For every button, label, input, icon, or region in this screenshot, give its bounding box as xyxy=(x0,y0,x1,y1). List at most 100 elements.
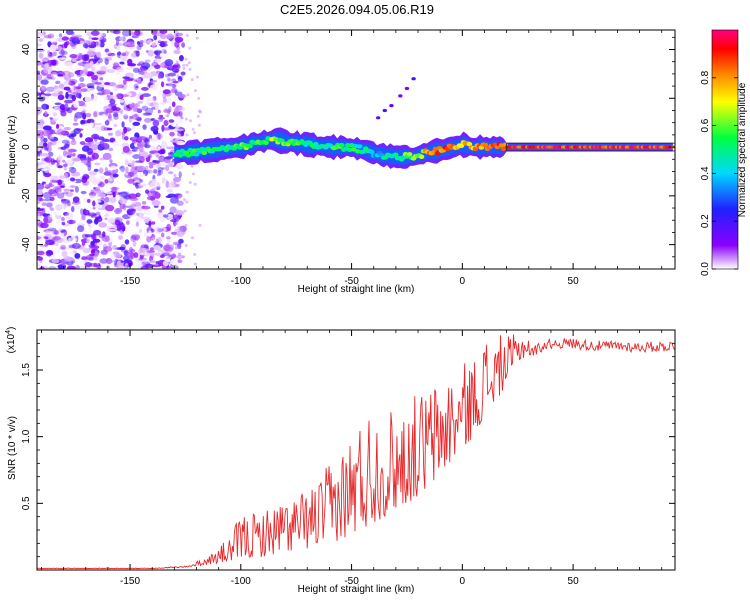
noise-speck xyxy=(48,188,55,195)
noise-speck xyxy=(148,230,152,237)
noise-speck xyxy=(80,256,88,261)
noise-speck xyxy=(61,250,68,258)
noise-speck xyxy=(65,30,74,35)
noise-speck xyxy=(180,116,184,120)
noise-speck xyxy=(104,81,111,86)
noise-speck xyxy=(174,246,178,250)
noise-speck xyxy=(149,181,158,189)
noise-speck xyxy=(136,41,141,45)
noise-speck xyxy=(91,249,96,254)
noise-speck xyxy=(141,248,148,252)
noise-speck xyxy=(185,133,189,137)
noise-speck xyxy=(63,203,68,207)
noise-speck xyxy=(128,171,135,177)
noise-speck xyxy=(53,45,63,51)
noise-speck xyxy=(47,214,53,221)
noise-speck xyxy=(100,141,106,148)
noise-speck xyxy=(44,111,48,116)
noise-speck xyxy=(165,195,173,199)
noise-speck xyxy=(154,191,161,199)
noise-speck xyxy=(182,67,186,71)
noise-speck xyxy=(40,94,45,98)
noise-speck xyxy=(114,219,121,226)
noise-speck xyxy=(84,261,93,268)
noise-speck xyxy=(170,87,178,94)
noise-speck xyxy=(103,126,110,131)
frequency-ridge xyxy=(171,127,675,169)
noise-speck xyxy=(129,103,139,109)
ridge-core xyxy=(482,142,489,147)
noise-speck xyxy=(175,118,183,125)
noise-speck xyxy=(131,114,140,120)
noise-speck xyxy=(109,30,119,34)
noise-speck xyxy=(42,125,52,131)
noise-speck xyxy=(87,44,97,49)
noise-speck xyxy=(43,229,53,233)
noise-speck xyxy=(101,89,111,95)
noise-speck xyxy=(178,194,182,199)
noise-speck xyxy=(124,171,133,179)
noise-speck xyxy=(69,189,74,192)
noise-speck xyxy=(113,30,121,35)
noise-speck xyxy=(143,112,153,116)
snr-x-tick-label: -50 xyxy=(344,576,359,587)
noise-speck xyxy=(47,227,57,231)
noise-speck xyxy=(165,236,171,240)
noise-speck xyxy=(82,66,88,72)
noise-speck xyxy=(53,247,59,254)
noise-speck xyxy=(37,129,44,136)
snr-panel: -150 -100 -50 0 50 0.5 1.0 1.5 Height of strai… xyxy=(5,327,676,595)
noise-speck xyxy=(66,265,76,269)
noise-speck xyxy=(180,75,184,79)
noise-speck xyxy=(144,144,151,149)
noise-speck xyxy=(124,136,129,141)
snr-scale-suffix: ) xyxy=(6,327,17,330)
noise-speck xyxy=(151,264,161,268)
noise-speck xyxy=(148,140,158,146)
noise-speck xyxy=(37,250,45,256)
noise-speck xyxy=(120,165,126,173)
noise-speck xyxy=(125,166,129,173)
harmonic-point xyxy=(398,94,403,98)
noise-speck xyxy=(42,198,52,202)
noise-speck xyxy=(164,73,170,78)
noise-speck xyxy=(157,146,161,151)
noise-speck xyxy=(122,109,129,116)
noise-speck xyxy=(60,48,65,56)
noise-speck xyxy=(63,188,71,192)
noise-speck xyxy=(79,76,85,83)
noise-speck xyxy=(146,249,155,253)
noise-speck xyxy=(136,79,142,85)
noise-speck xyxy=(56,73,64,77)
noise-speck xyxy=(132,154,141,159)
noise-speck xyxy=(112,173,119,178)
noise-speck xyxy=(140,265,149,269)
noise-speck xyxy=(78,221,85,225)
noise-speck xyxy=(37,43,43,47)
noise-speck xyxy=(65,91,69,99)
snr-y-ticks: 0.5 1.0 1.5 xyxy=(21,342,675,558)
noise-speck xyxy=(69,185,76,188)
noise-speck xyxy=(63,41,68,49)
colorbar-tick-label: 0.4 xyxy=(700,166,711,180)
noise-speck xyxy=(84,137,94,143)
noise-speck xyxy=(86,147,94,155)
noise-speck xyxy=(119,99,125,103)
snr-x-tick-label: -150 xyxy=(120,576,140,587)
noise-speck xyxy=(86,31,92,37)
noise-speck xyxy=(131,233,141,241)
noise-speck xyxy=(37,162,46,165)
noise-speck xyxy=(39,244,48,248)
noise-speck xyxy=(172,80,179,84)
noise-speck xyxy=(167,182,176,189)
noise-speck xyxy=(147,49,155,57)
noise-speck xyxy=(110,253,115,260)
noise-speck xyxy=(154,64,161,70)
noise-speck xyxy=(108,147,114,152)
noise-speck xyxy=(124,72,135,78)
noise-speck xyxy=(92,200,96,207)
noise-speck xyxy=(85,112,92,118)
noise-speck xyxy=(157,132,161,140)
noise-speck xyxy=(57,155,63,161)
noise-speck xyxy=(116,93,124,100)
